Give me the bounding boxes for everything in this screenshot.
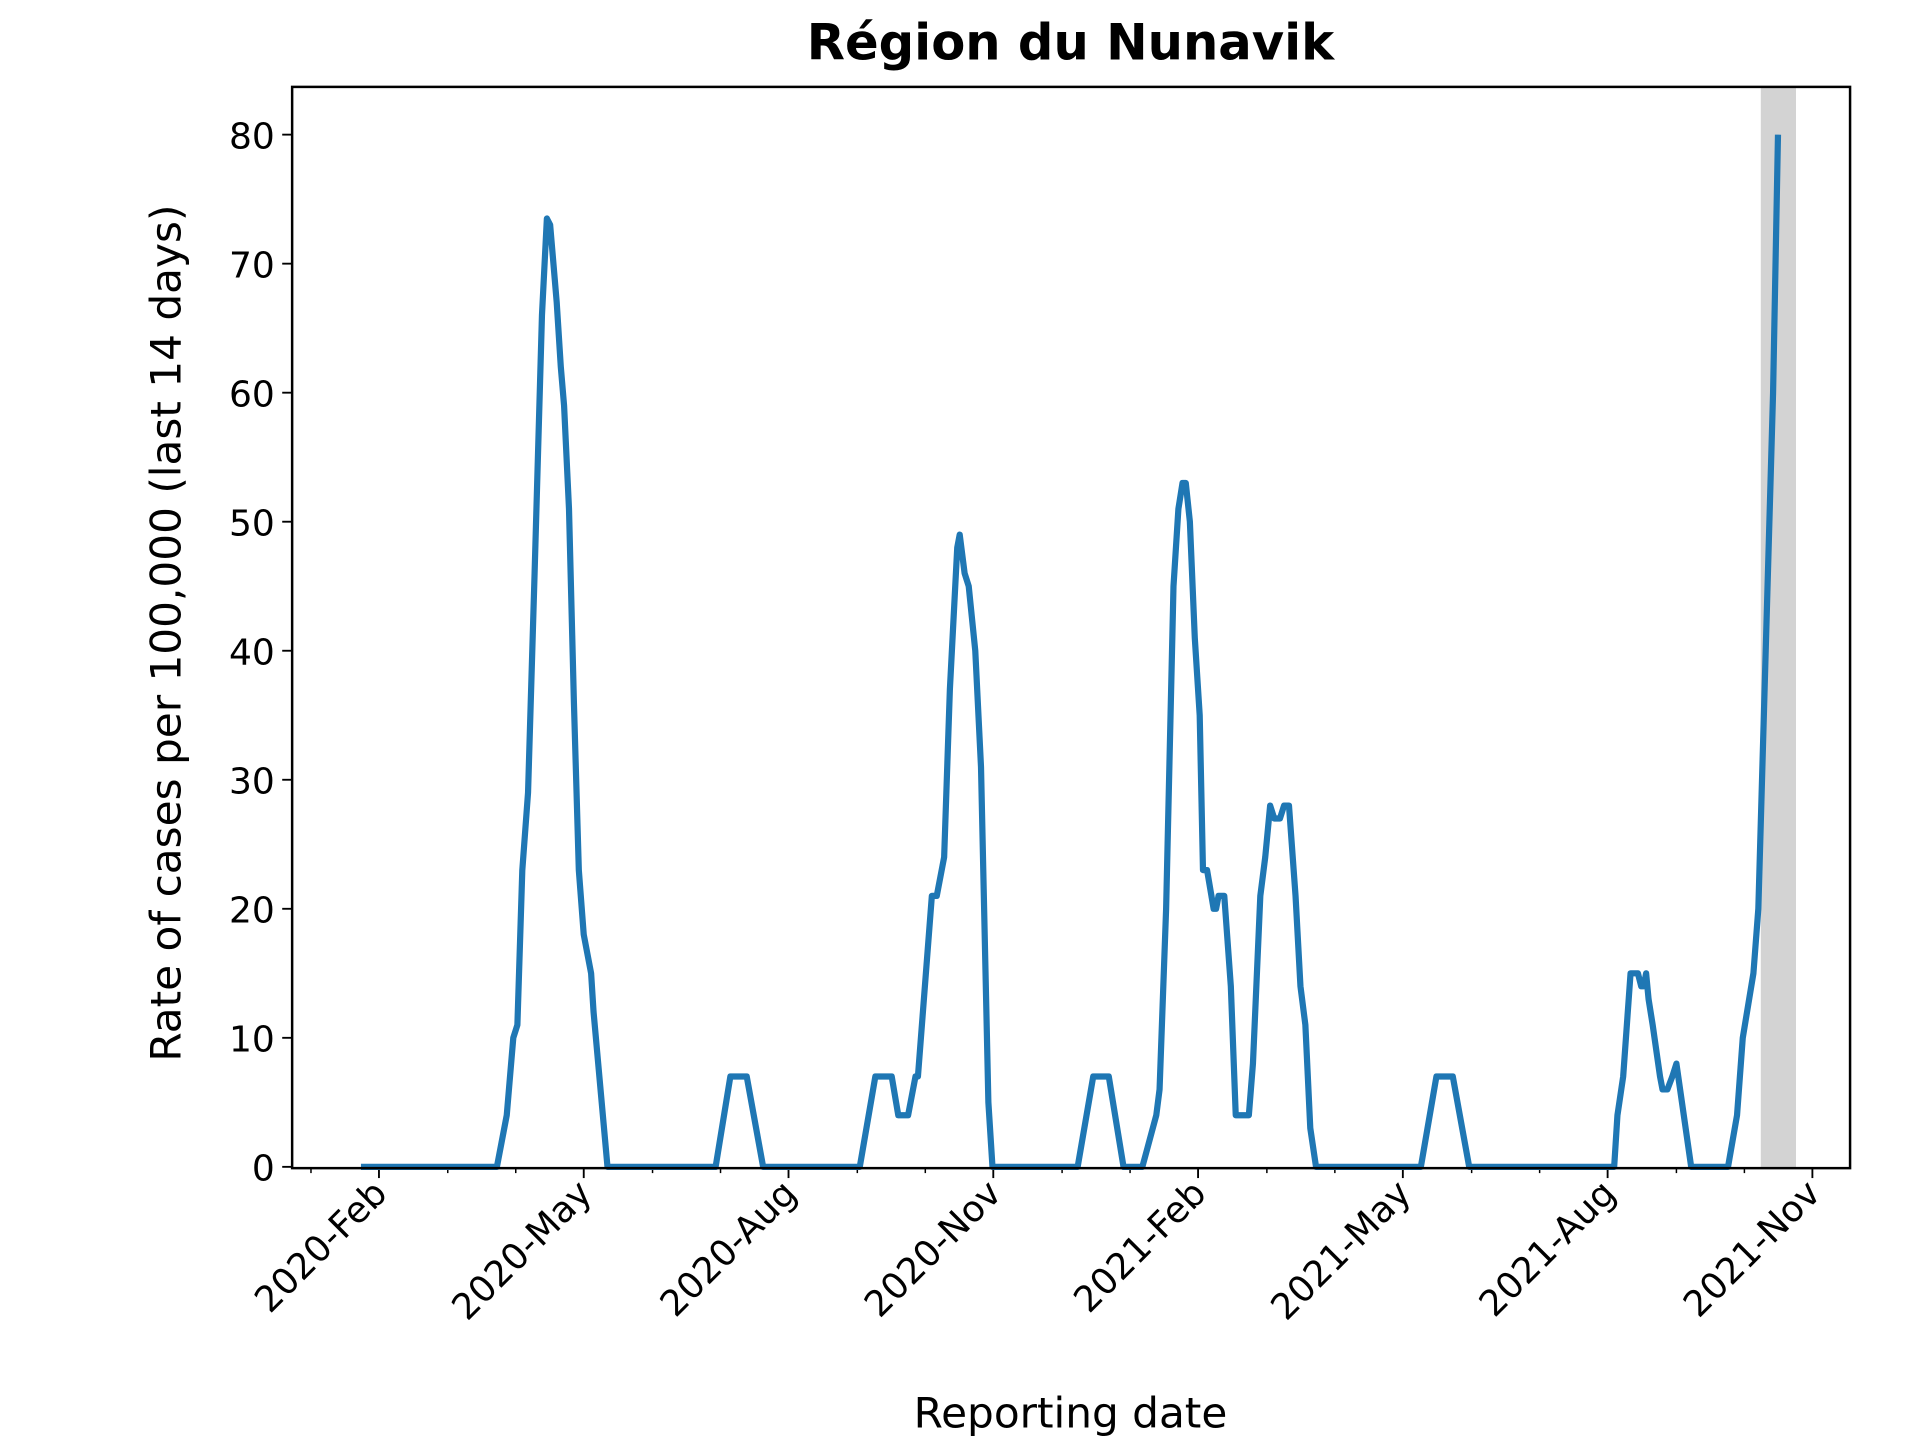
plot-frame [290, 85, 1852, 1170]
x-tick-label: 2020-Nov [857, 1173, 1010, 1326]
y-axis-label: Rate of cases per 100,000 (last 14 days) [141, 205, 190, 1062]
y-tick-label: 40 [229, 632, 275, 673]
x-axis-label: Reporting date [914, 1389, 1228, 1438]
y-tick-label: 20 [229, 890, 275, 931]
y-tick-label: 0 [252, 1149, 275, 1190]
data-line [360, 134, 1782, 1170]
y-tick-label: 30 [229, 761, 275, 802]
x-tick-label: 2020-Aug [653, 1173, 805, 1325]
y-tick-label: 10 [229, 1019, 275, 1060]
x-tick-label: 2020-May [444, 1173, 600, 1329]
y-tick-label: 50 [229, 503, 275, 544]
y-tick-label: 80 [229, 116, 275, 157]
x-tick-label: 2021-Aug [1472, 1173, 1624, 1325]
y-tick-label: 60 [229, 374, 275, 415]
chart-title: Région du Nunavik [807, 14, 1335, 72]
x-tick-label: 2021-May [1264, 1173, 1420, 1329]
y-tick-label: 70 [229, 245, 275, 286]
x-tick-label: 2021-Feb [1066, 1173, 1214, 1321]
x-tick-label: 2021-Nov [1676, 1173, 1829, 1326]
x-tick-label: 2020-Feb [247, 1173, 395, 1321]
